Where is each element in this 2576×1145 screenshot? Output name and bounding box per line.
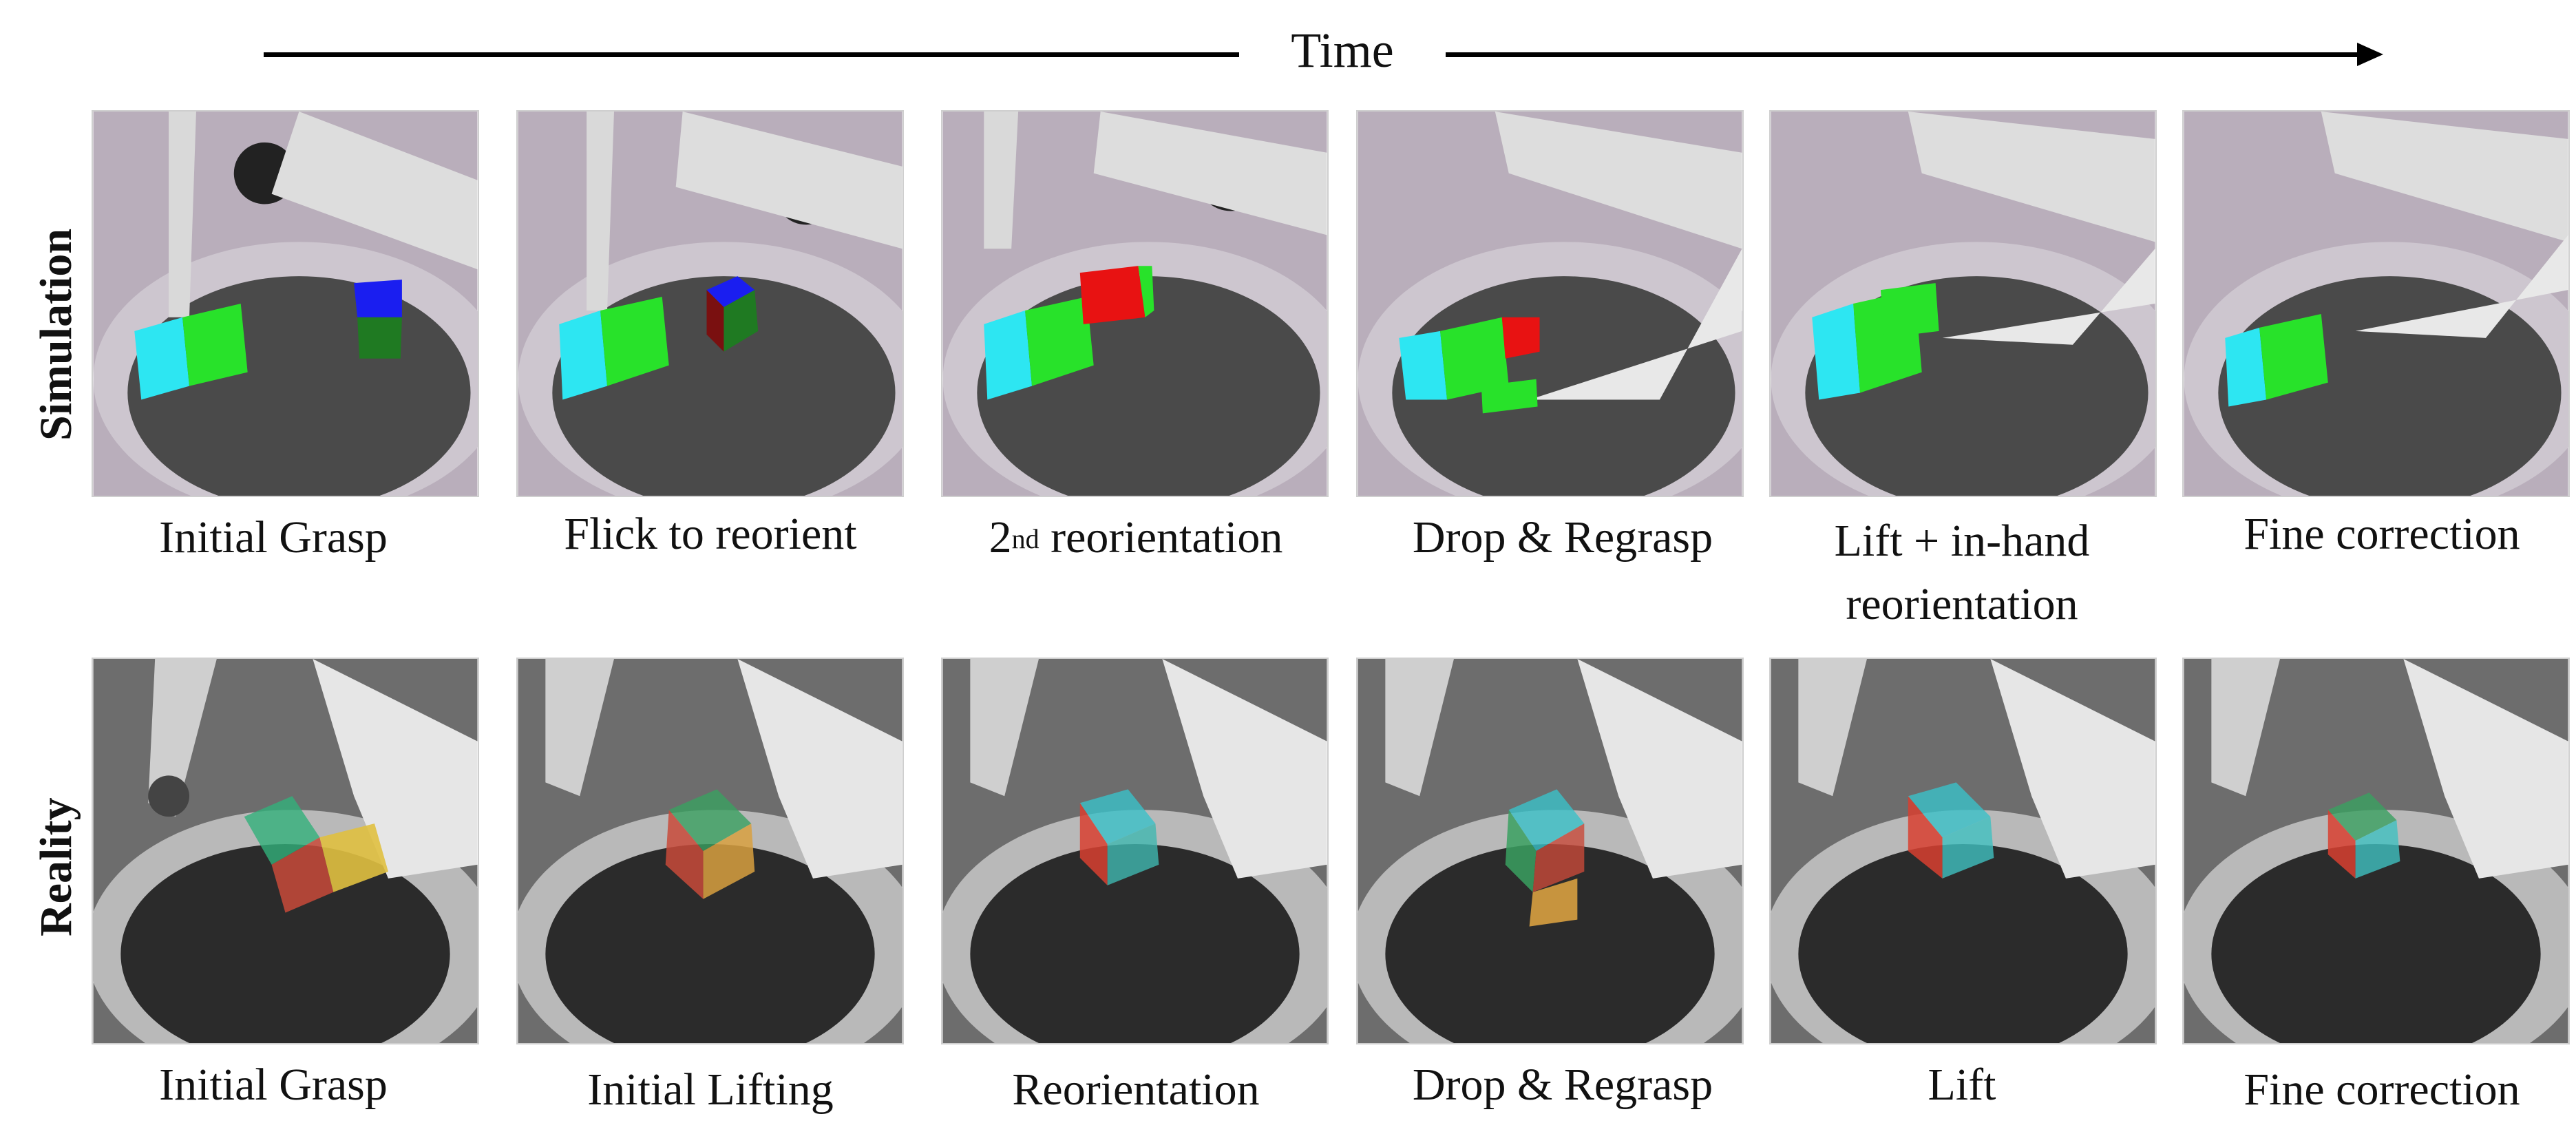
sim-frame-5-image (1771, 112, 2155, 496)
time-label: Time (1291, 23, 1394, 78)
real-frame-3 (941, 658, 1329, 1044)
row-label-reality: Reality (31, 797, 81, 936)
real-caption-5: Lift (1928, 1060, 1996, 1110)
sim-caption-4: Drop & Regrasp (1412, 512, 1713, 563)
sim-frame-2 (516, 110, 904, 497)
real-frame-5-image (1771, 659, 2155, 1043)
real-caption-6: Fine correction (2244, 1064, 2520, 1115)
real-frame-6-image (2184, 659, 2568, 1043)
sim-frame-2-image (518, 112, 902, 496)
sim-caption-6: Fine correction (2244, 509, 2520, 559)
sim-caption-1: Initial Grasp (159, 512, 388, 563)
sim-caption-3-prefix: 2 (989, 512, 1012, 563)
real-caption-3: Reorientation (1012, 1064, 1260, 1115)
real-frame-4 (1356, 658, 1744, 1044)
real-frame-4-image (1358, 659, 1742, 1043)
sim-frame-3 (941, 110, 1329, 497)
real-frame-1-image (93, 659, 478, 1043)
sim-frame-6 (2182, 110, 2570, 497)
real-caption-1: Initial Grasp (159, 1060, 388, 1110)
sim-caption-3-suffix: reorientation (1039, 512, 1283, 563)
sim-frame-1-image (93, 112, 478, 496)
sim-frame-4-image (1358, 112, 1742, 496)
real-caption-4: Drop & Regrasp (1412, 1060, 1713, 1110)
sim-caption-3: 2nd reorientation (916, 506, 1356, 569)
sim-frame-4 (1356, 110, 1744, 497)
sim-caption-3-superscript: nd (1011, 523, 1039, 554)
real-caption-2: Initial Lifting (587, 1064, 834, 1115)
row-label-simulation: Simulation (31, 228, 81, 441)
real-frame-2 (516, 658, 904, 1044)
sim-frame-6-image (2184, 112, 2568, 496)
sim-frame-3-image (942, 112, 1327, 496)
time-arrow-line-right (1446, 52, 2361, 57)
sim-frame-1 (92, 110, 479, 497)
sim-caption-2: Flick to reorient (564, 509, 857, 559)
sim-frame-5 (1769, 110, 2157, 497)
real-frame-2-image (518, 659, 902, 1043)
time-arrow-head-icon (2357, 43, 2383, 66)
real-frame-1 (92, 658, 479, 1044)
real-frame-6 (2182, 658, 2570, 1044)
time-arrow-line-left (264, 52, 1239, 57)
sim-caption-5: Lift + in-hand reorientation (1834, 516, 2090, 629)
real-frame-5 (1769, 658, 2157, 1044)
real-frame-3-image (942, 659, 1327, 1043)
